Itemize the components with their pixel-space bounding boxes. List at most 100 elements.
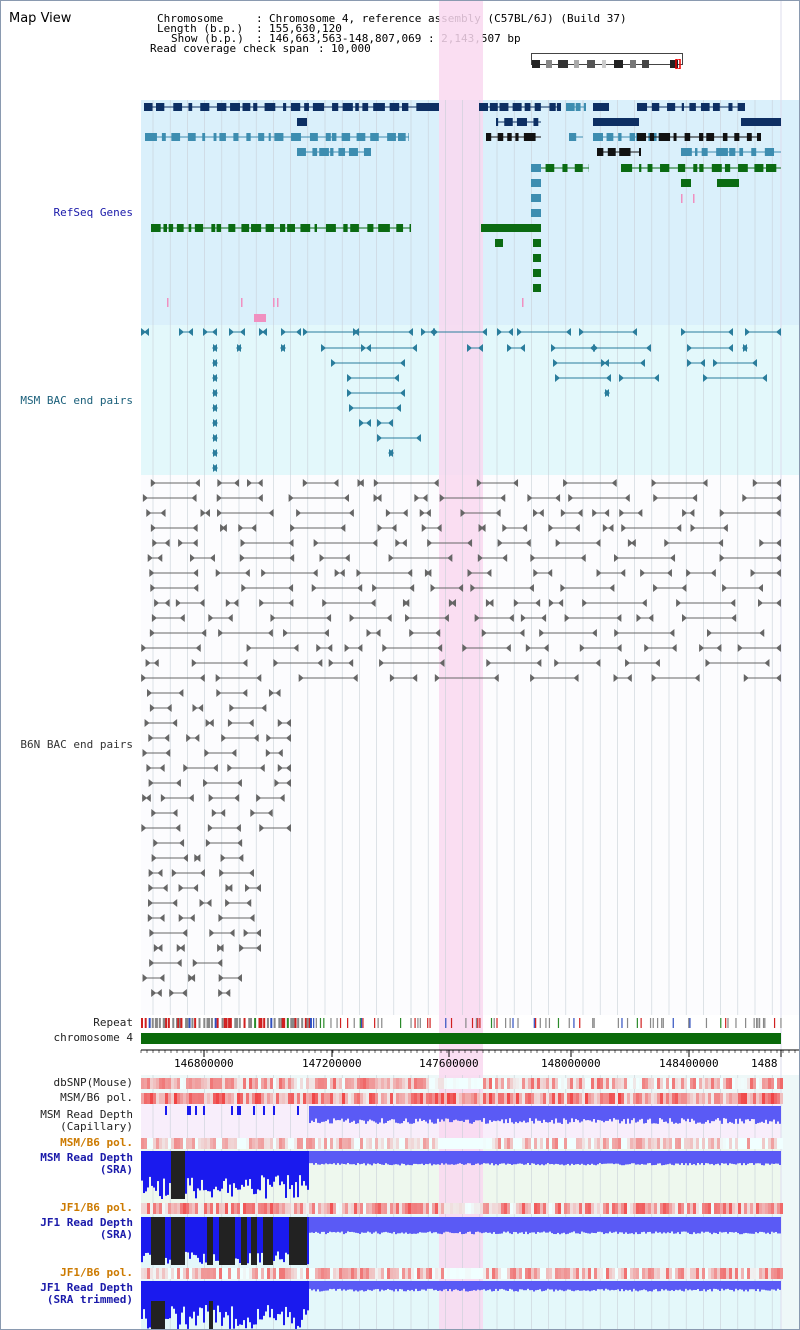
track-label-chromosome[interactable]: chromosome 4 [53,1031,133,1044]
dbsnp-heat [489,1078,492,1089]
jf1-trim-overflow [151,1301,165,1329]
jf1-trim-depth [759,1281,761,1292]
msm-sra-depth [381,1151,383,1165]
track-label-msm-b6-pol-1[interactable]: MSM/B6 pol. [60,1091,133,1104]
b6n-bac-pair-end [357,644,363,652]
msm-b6-pol-heat [147,1138,150,1149]
jf1-b6-pol-heat [780,1268,783,1279]
msm-sra-depth [717,1151,719,1164]
jf1-b6-pol-heat [726,1203,729,1214]
jf1-sra-depth [615,1217,617,1232]
refseq-gene-exon [409,224,411,232]
jf1-sra-depth [449,1217,451,1233]
msm-b6-pol-heat [501,1138,504,1149]
b6n-bac-pair-end [716,644,722,652]
jf1-trim-depth [729,1281,731,1290]
jf1-b6-pol-heat [540,1268,543,1279]
repeat-feature [163,1018,166,1028]
msm-sra-depth [647,1151,649,1164]
jf1-b6-pol-heat [414,1268,417,1279]
msm-cap-depth [673,1106,675,1124]
msm-bac-pair-end [259,328,264,336]
track-label-msm-depth-sra-1[interactable]: MSM Read Depth [40,1151,133,1164]
dbsnp-heat [408,1078,411,1089]
b6n-bac-pair-end [218,914,224,922]
refseq-gene-exon [728,103,733,111]
msm-sra-depth [757,1151,759,1164]
msm-b6-pol-heat [522,1138,525,1149]
jf1-b6-pol-heat [669,1268,672,1279]
jf1-trim-depth [149,1281,151,1328]
jf1-b6-pol-heat [429,1268,432,1279]
track-label-jf1-depth-sra-1[interactable]: JF1 Read Depth [40,1216,133,1229]
msm-b6-pol-heat [585,1138,588,1149]
msm-b6-pol-heat [660,1093,663,1104]
jf1-trim-depth [553,1281,555,1292]
msm-sra-depth [761,1151,763,1166]
jf1-trim-depth [551,1281,553,1290]
b6n-bac-pair-end [293,644,299,652]
jf1-b6-pol-heat [501,1268,504,1279]
jf1-b6-pol-heat [360,1203,363,1214]
b6n-bac-pair-end [256,674,262,682]
jf1-b6-pol-heat [186,1203,189,1214]
msm-b6-pol-heat [714,1093,717,1104]
track-label-msm-bac[interactable]: MSM BAC end pairs [20,394,133,407]
msm-sra-depth [631,1151,633,1164]
jf1-b6-pol-heat [591,1203,594,1214]
msm-sra-depth [449,1151,451,1165]
b6n-bac-pair-end [182,929,188,937]
jf1-b6-pol-heat [435,1268,438,1279]
msm-b6-pol-heat [294,1093,297,1104]
jf1-trim-depth [657,1281,659,1292]
refseq-gene-exon [766,164,777,172]
jf1-b6-pol-heat [264,1203,267,1214]
repeat-feature [238,1018,241,1028]
refseq-gene-exon [312,103,325,111]
track-label-jf1-b6-pol-1[interactable]: JF1/B6 pol. [60,1201,133,1214]
b6n-bac-pair-end [671,644,677,652]
msm-sra-depth [383,1151,385,1165]
chromosome-ideogram[interactable] [531,53,683,70]
track-label-dbsnp[interactable]: dbSNP(Mouse) [53,1076,133,1089]
msm-cap-depth [735,1106,737,1119]
jf1-b6-pol-heat [747,1203,750,1214]
b6n-bac-pair-end [164,599,170,607]
b6n-bac-pair-end [625,659,631,667]
msm-cap-depth [707,1106,709,1121]
msm-b6-pol-heat [507,1093,510,1104]
jf1-sra-depth [341,1217,343,1232]
msm-cap-depth [575,1106,577,1119]
track-label-b6n-bac[interactable]: B6N BAC end pairs [20,738,133,751]
jf1-b6-pol-heat [639,1268,642,1279]
jf1-b6-pol-heat [480,1268,483,1279]
jf1-sra-depth [713,1217,715,1233]
track-label-msm-depth-cap-1[interactable]: MSM Read Depth [40,1108,133,1121]
track-label-msm-b6-pol-2[interactable]: MSM/B6 pol. [60,1136,133,1149]
msm-cap-depth [777,1106,779,1122]
b6n-bac-pair-end [148,884,154,892]
b6n-bac-pair-end [339,569,345,577]
msm-b6-pol-heat [474,1093,477,1104]
msm-b6-pol-heat [657,1138,660,1149]
b6n-bac-pair-end [533,509,539,517]
track-label-repeat[interactable]: Repeat [93,1016,133,1029]
msm-sra-depth [485,1151,487,1164]
msm-sra-depth [475,1151,477,1164]
jf1-sra-depth [475,1217,477,1232]
refseq-gene-exon [533,118,539,126]
msm-b6-pol-heat [516,1093,519,1104]
track-label-refseq[interactable]: RefSeq Genes [53,206,133,219]
repeat-feature [725,1018,727,1028]
dbsnp-heat [243,1078,246,1089]
refseq-gene-exon [291,133,301,141]
msm-sra-depth [195,1151,197,1199]
msm-b6-pol-heat [504,1093,507,1104]
msm-b6-pol-heat [315,1138,318,1149]
dbsnp-heat [294,1078,297,1089]
track-label-jf1-b6-pol-2[interactable]: JF1/B6 pol. [60,1266,133,1279]
msm-b6-pol-heat [372,1138,375,1149]
track-label-jf1-depth-trim-1[interactable]: JF1 Read Depth [40,1281,133,1294]
b6n-bac-pair-end [664,539,670,547]
